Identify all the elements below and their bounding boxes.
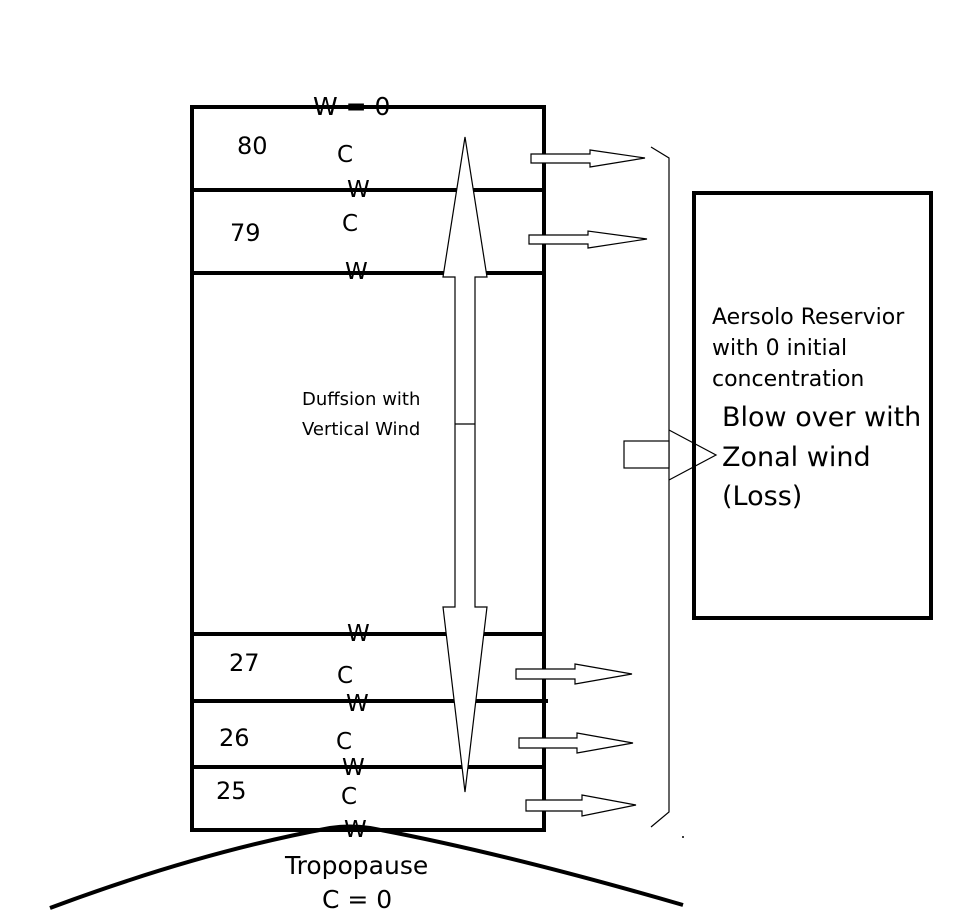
layer-number: 79 bbox=[230, 219, 261, 247]
concentration-label: C bbox=[337, 663, 354, 689]
outflow-brace bbox=[650, 146, 670, 828]
reservoir-title-line1: Aersolo Reservior bbox=[712, 305, 905, 330]
wind-label: W bbox=[345, 259, 368, 285]
concentration-label: C bbox=[342, 211, 359, 237]
top-boundary-label: W = 0 bbox=[313, 92, 391, 121]
layer-number: 25 bbox=[216, 777, 247, 805]
diffusion-arrow bbox=[442, 136, 488, 793]
layer-number: 27 bbox=[229, 649, 260, 677]
reservoir-title-line2: with 0 initial bbox=[712, 336, 848, 361]
concentration-label: C bbox=[341, 784, 358, 810]
loss-arrow-block bbox=[623, 440, 670, 469]
tropopause-curve bbox=[49, 824, 684, 910]
outflow-arrow bbox=[518, 732, 634, 754]
loss-label-line2: Zonal wind bbox=[722, 442, 871, 473]
layer-number: 80 bbox=[237, 132, 268, 160]
diffusion-label-line2: Vertical Wind bbox=[302, 419, 421, 440]
layer-column bbox=[190, 105, 546, 832]
wind-label: W bbox=[347, 621, 370, 647]
outflow-arrow bbox=[515, 663, 633, 685]
loss-label-line3: (Loss) bbox=[722, 481, 803, 512]
wind-label: W bbox=[346, 691, 369, 717]
concentration-label: C bbox=[337, 142, 354, 168]
concentration-label: C bbox=[336, 729, 353, 755]
outflow-arrow bbox=[525, 794, 637, 817]
stray-dot bbox=[682, 836, 684, 838]
brace-tip bbox=[668, 429, 718, 481]
reservoir-box bbox=[692, 191, 933, 620]
diffusion-label-line1: Duffsion with bbox=[302, 389, 421, 410]
reservoir-title-line3: concentration bbox=[712, 367, 865, 392]
wind-label: W bbox=[347, 177, 370, 203]
wind-label: W bbox=[344, 817, 367, 843]
loss-label-line1: Blow over with bbox=[722, 402, 922, 433]
wind-label: W bbox=[342, 755, 365, 781]
tropopause-label: Tropopause bbox=[285, 851, 429, 880]
layer-number: 26 bbox=[219, 724, 250, 752]
outflow-arrow bbox=[530, 149, 646, 168]
bottom-boundary-label: C = 0 bbox=[322, 885, 393, 914]
outflow-arrow bbox=[528, 230, 648, 249]
